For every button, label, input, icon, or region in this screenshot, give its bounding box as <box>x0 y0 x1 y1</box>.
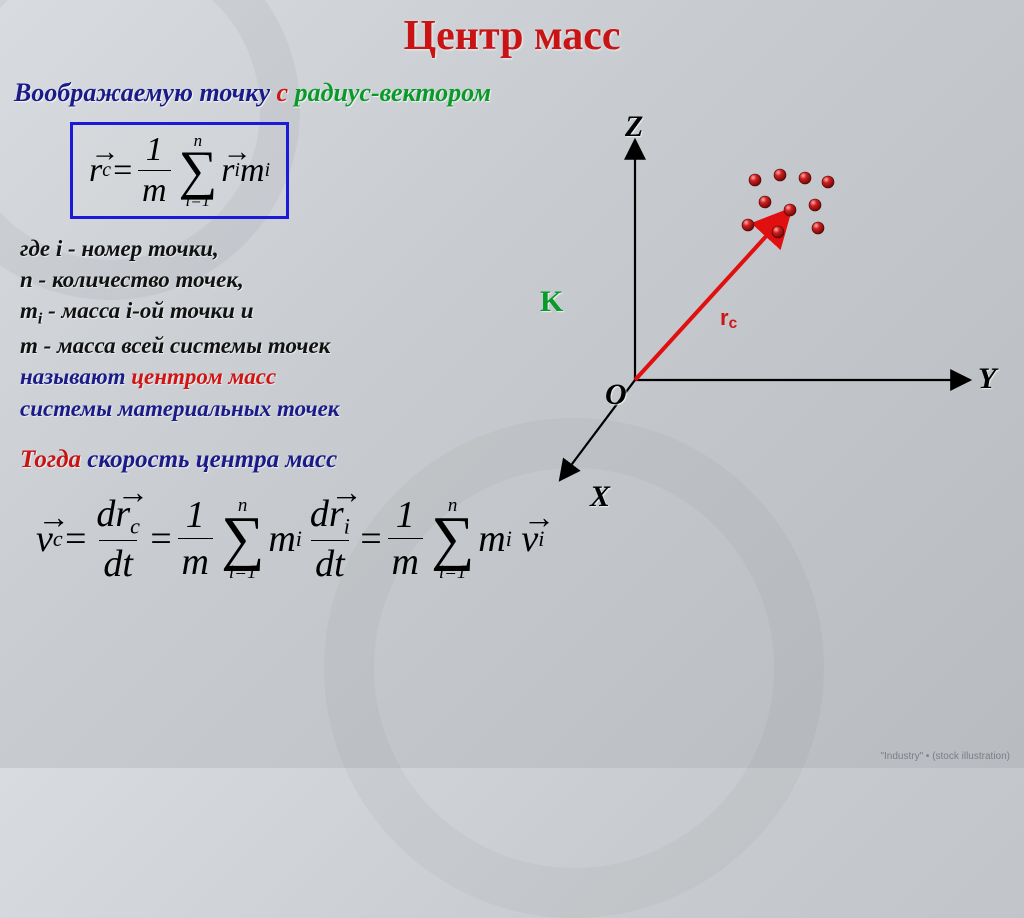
num-1-3: 1 <box>392 493 419 538</box>
then-a: Тогда <box>20 446 87 473</box>
num-drc: drc <box>92 492 144 541</box>
sigma: ∑ <box>179 149 218 193</box>
k-label: K <box>540 285 563 319</box>
frac-drc: drc dt <box>92 492 144 587</box>
t: центром масс <box>131 364 276 389</box>
sum-bot: i=1 <box>186 192 211 209</box>
t: - масса всей системы точек <box>38 333 330 358</box>
t: r <box>720 305 729 330</box>
vec-rc: r <box>89 152 102 190</box>
num-1-2: 1 <box>182 493 209 538</box>
then-b: скорость центра масс <box>87 446 337 473</box>
intro-part2: с <box>277 78 295 107</box>
sub-i: i <box>506 526 512 552</box>
frac-1m-3: 1 m <box>388 493 423 584</box>
sym-r: r <box>89 152 102 189</box>
t: где <box>20 236 56 261</box>
den-m-3: m <box>388 538 423 584</box>
watermark: "Industry" • (stock illustration) <box>880 751 1010 762</box>
axis-z-label: Z <box>625 110 643 144</box>
intro-part3: радиус-вектором <box>295 78 491 107</box>
sum-3: n ∑ i=1 <box>431 496 474 583</box>
den-dt: dt <box>99 540 137 586</box>
intro-line: Воображаемую точку с радиус-вектором <box>14 78 1024 108</box>
t: - количество точек, <box>33 267 244 292</box>
t: n <box>20 267 33 292</box>
rc-label: rc <box>720 305 737 333</box>
sub-mi: i <box>265 159 270 182</box>
axes-svg <box>530 120 1000 520</box>
sym-m: m <box>268 517 295 561</box>
t: r <box>115 493 130 535</box>
num-dri: dri <box>306 492 354 541</box>
sym-ri: r <box>221 152 234 189</box>
t: - масса i-ой точки и <box>42 298 253 323</box>
den-m: m <box>138 170 171 210</box>
sum-1: n ∑ i=1 <box>179 132 218 210</box>
t: m <box>20 333 38 358</box>
formula-vc: vc = drc dt = 1 m n ∑ i=1 mi dri dt = 1 … <box>36 492 544 587</box>
sigma: ∑ <box>221 515 264 564</box>
axis-y-label: Y <box>978 362 996 396</box>
eq: = <box>148 517 174 561</box>
den-m-2: m <box>178 538 213 584</box>
frac-dri: dri dt <box>306 492 354 587</box>
sum-bot: i=1 <box>439 563 467 582</box>
frac-1m-2: 1 m <box>178 493 213 584</box>
vec-ri2: r <box>329 492 344 536</box>
axis-x-label: X <box>590 480 610 514</box>
formula-box-1: rc = 1 m n ∑ i=1 rimi <box>70 122 289 219</box>
sym-v: v <box>521 518 538 560</box>
num-1: 1 <box>142 131 167 170</box>
sigma: ∑ <box>431 515 474 564</box>
t: c <box>130 513 140 538</box>
origin-label: O <box>605 378 627 412</box>
vec-ri: r <box>221 152 234 190</box>
t: m <box>20 298 38 323</box>
page-title: Центр масс <box>0 0 1024 60</box>
t: d <box>96 493 115 535</box>
t: c <box>729 315 738 332</box>
den-dt2: dt <box>311 540 349 586</box>
sym-m: m <box>478 517 505 561</box>
vec-vi: v <box>521 517 538 561</box>
frac-1m: 1 m <box>138 131 171 210</box>
eq: = <box>358 517 384 561</box>
coordinate-diagram: Z Y X O K rc <box>530 120 1000 520</box>
t: - номер точки, <box>62 236 219 261</box>
vec-v: v <box>36 517 53 561</box>
t: r <box>329 493 344 535</box>
sum-bot: i=1 <box>229 563 257 582</box>
sym-v: v <box>36 518 53 560</box>
sub-i: i <box>296 526 302 552</box>
intro-part1: Воображаемую точку <box>14 78 277 107</box>
t: называют <box>20 364 131 389</box>
vec-rc2: r <box>115 492 130 536</box>
formula-rc: rc = 1 m n ∑ i=1 rimi <box>89 131 270 210</box>
sum-2: n ∑ i=1 <box>221 496 264 583</box>
t: i <box>344 513 350 538</box>
t: d <box>310 493 329 535</box>
